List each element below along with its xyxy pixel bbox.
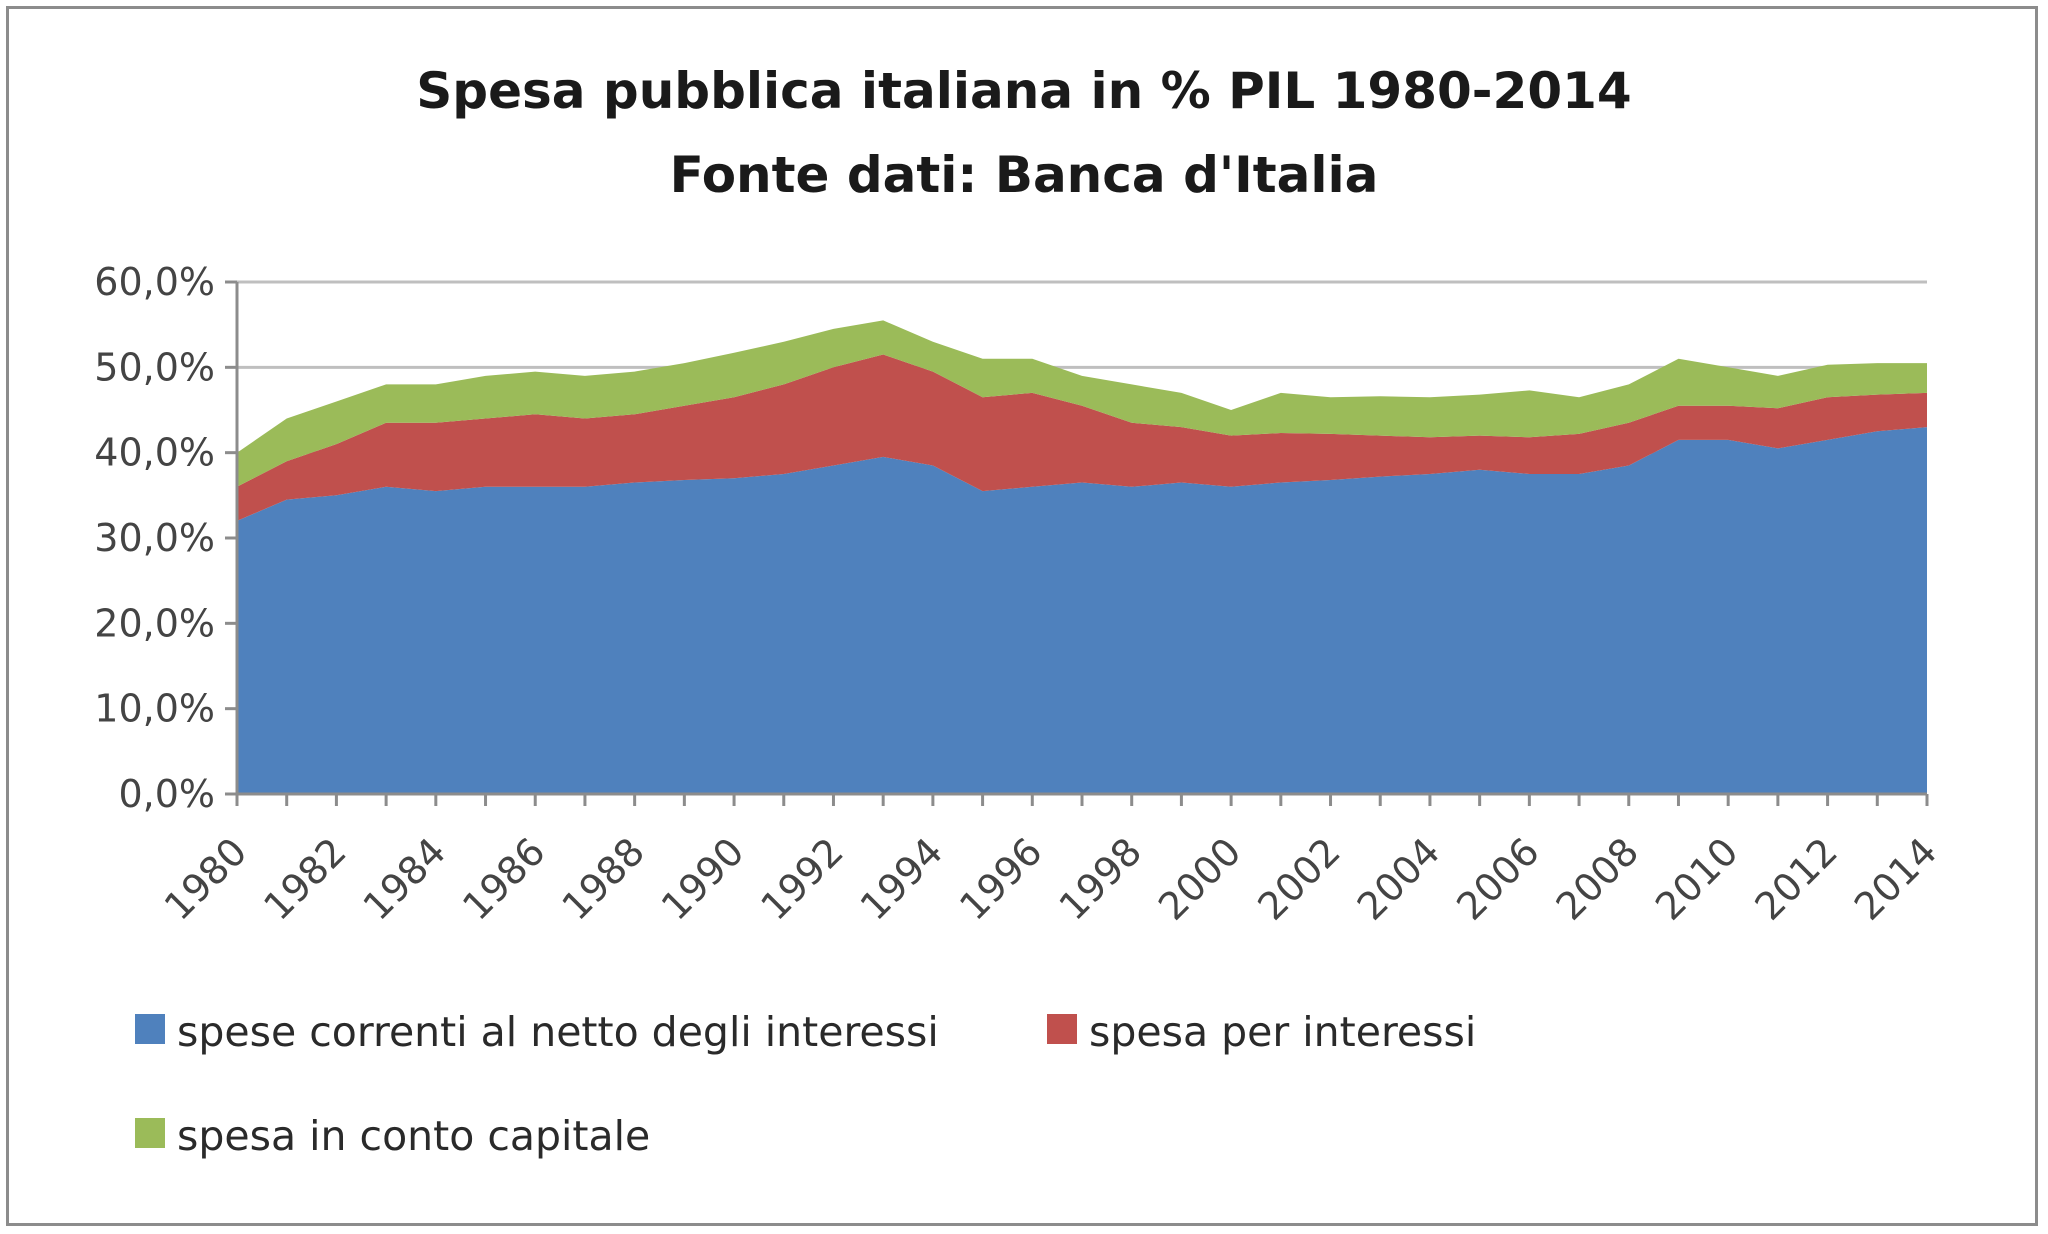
x-tick-label-8: 1996: [951, 829, 1051, 929]
x-tick-label-9: 1998: [1051, 829, 1151, 929]
x-tick-label-14: 2008: [1548, 829, 1648, 929]
x-tick-label-16: 2012: [1746, 829, 1846, 929]
y-tick-label-1: 10,0%: [94, 687, 215, 731]
area-series-2: [237, 320, 1927, 487]
area-series-1: [237, 354, 1927, 521]
legend-label-2: spesa in conto capitale: [177, 1112, 650, 1160]
x-tick-label-0: 1980: [156, 829, 256, 929]
legend-label-1: spesa per interessi: [1089, 1008, 1476, 1056]
x-tick-label-4: 1988: [554, 829, 654, 929]
x-tick-label-17: 2014: [1846, 829, 1946, 929]
y-tick-label-0: 0,0%: [118, 772, 215, 816]
x-tick-label-12: 2004: [1349, 829, 1449, 929]
x-tick-label-11: 2002: [1249, 829, 1349, 929]
legend-swatch-0: [135, 1014, 165, 1044]
area-series-0: [237, 427, 1927, 794]
y-tick-labels: 0,0% 10,0% 20,0% 30,0% 40,0% 50,0% 60,0%: [94, 260, 215, 816]
legend-swatch-2: [135, 1118, 165, 1148]
x-tick-label-10: 2000: [1150, 829, 1250, 929]
x-tick-label-2: 1984: [355, 829, 455, 929]
x-tick-label-1: 1982: [255, 829, 355, 929]
y-tick-label-3: 30,0%: [94, 516, 215, 560]
x-tick-labels: 1980 1982 1984 1986 1988 1990 1992 1994 1996 1998…: [156, 829, 1946, 929]
axes: [225, 280, 1929, 806]
chart-title: Spesa pubblica italiana in % PIL 1980-20…: [416, 62, 1631, 120]
y-tick-label-2: 20,0%: [94, 601, 215, 645]
legend-label-0: spese correnti al netto degli interessi: [177, 1008, 939, 1056]
x-tick-label-13: 2006: [1448, 829, 1548, 929]
x-tick-label-3: 1986: [454, 829, 554, 929]
x-tick-label-5: 1990: [653, 829, 753, 929]
legend: spese correnti al netto degli interessi s…: [135, 1008, 1476, 1160]
chart-subtitle: Fonte dati: Banca d'Italia: [670, 146, 1379, 204]
x-tick-label-15: 2010: [1647, 829, 1747, 929]
x-tick-label-6: 1992: [752, 829, 852, 929]
y-tick-label-4: 40,0%: [94, 431, 215, 475]
y-tick-label-6: 60,0%: [94, 260, 215, 304]
y-tick-label-5: 50,0%: [94, 345, 215, 389]
x-tick-label-7: 1994: [852, 829, 952, 929]
legend-swatch-1: [1047, 1014, 1077, 1044]
area-series-group: [237, 320, 1927, 794]
